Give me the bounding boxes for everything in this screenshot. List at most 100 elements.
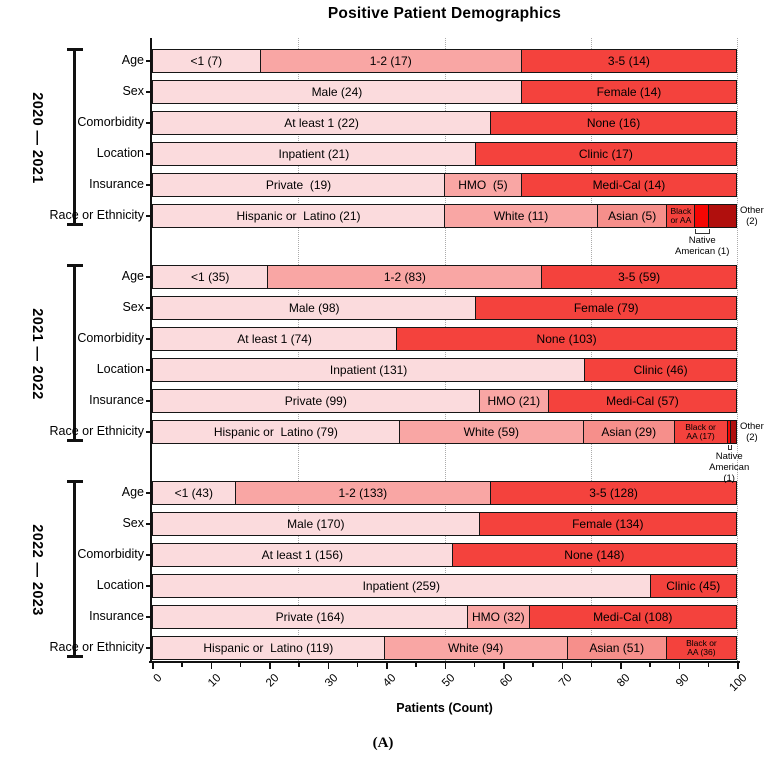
bar-segment	[709, 204, 737, 228]
row-axis-tick	[146, 400, 151, 402]
group-bracket-cap-top	[66, 48, 83, 51]
segment-label: Hispanic or Latino (79)	[213, 424, 338, 439]
segment-label: Female (134)	[572, 516, 644, 531]
row-axis-tick	[146, 585, 151, 587]
bar-segment: 3-5 (14)	[521, 49, 737, 73]
segment-label: None (148)	[564, 547, 625, 562]
segment-label: Black or AA (36)	[686, 638, 717, 657]
x-tick-40	[386, 663, 388, 669]
bar-segment: At least 1 (156)	[153, 543, 453, 567]
stacked-bar-age: <1 (7) 1-2 (17) 3-5 (14)	[152, 49, 737, 73]
bar-segment	[727, 420, 731, 444]
x-tick-50	[444, 663, 446, 669]
segment-label: <1 (35)	[191, 269, 230, 284]
segment-label: Inpatient (131)	[329, 362, 408, 377]
group-bracket	[73, 264, 76, 442]
group-bracket	[73, 480, 76, 658]
bar-segment: White (11)	[445, 204, 598, 228]
x-tick-label-0: 0	[151, 672, 165, 686]
stacked-bar-location: Inpatient (131) Clinic (46)	[152, 358, 737, 382]
group-bracket-cap-bottom	[66, 223, 83, 226]
segment-label: Female (14)	[596, 84, 662, 99]
bar-segment: Medi-Cal (57)	[548, 389, 737, 413]
segment-label: HMO (32)	[471, 609, 525, 624]
segment-label: 3-5 (59)	[618, 269, 661, 284]
bar-segment: Clinic (45)	[650, 574, 737, 598]
x-tick-10	[210, 663, 212, 669]
callout-bracket	[695, 229, 711, 234]
row-label-comorbidity: Comorbidity	[77, 115, 144, 129]
bar-segment	[695, 204, 710, 228]
x-minor-tick-25	[298, 663, 300, 667]
bar-segment: Female (14)	[521, 80, 737, 104]
stacked-bar-race-or-ethnicity: Hispanic or Latino (79) White (59) Asian (…	[152, 420, 737, 444]
group-bracket-cap-bottom	[66, 439, 83, 442]
bar-segment: At least 1 (22)	[153, 111, 492, 135]
stacked-bar-location: Inpatient (259) Clinic (45)	[152, 574, 737, 598]
segment-label: Hispanic or Latino (21)	[236, 208, 361, 223]
stacked-bar-comorbidity: At least 1 (22) None (16)	[152, 111, 737, 135]
bar-segment: Inpatient (131)	[153, 358, 586, 382]
bar-segment: None (148)	[452, 543, 737, 567]
x-tick-label-10: 10	[205, 672, 223, 690]
row-label-sex: Sex	[122, 300, 144, 314]
row-label-race-or-ethnicity: Race or Ethnicity	[49, 208, 144, 222]
chart-title: Positive Patient Demographics	[327, 5, 562, 22]
x-minor-tick-85	[649, 663, 651, 667]
segment-label: None (16)	[586, 115, 641, 130]
segment-label: Male (98)	[288, 300, 340, 315]
x-tick-60	[503, 663, 505, 669]
bar-segment: Asian (29)	[583, 420, 675, 444]
segment-label: Inpatient (21)	[278, 146, 350, 161]
bar-segment: Private (99)	[153, 389, 480, 413]
bar-segment: HMO (32)	[468, 605, 530, 629]
segment-label: Private (99)	[284, 393, 347, 408]
bar-segment	[730, 420, 737, 444]
segment-label: <1 (7)	[190, 53, 223, 68]
bar-segment: Male (170)	[153, 512, 480, 536]
right-segment-label: Other (2)	[740, 205, 764, 228]
x-minor-tick-65	[532, 663, 534, 667]
group-bracket-cap-bottom	[66, 655, 83, 658]
group-bracket	[73, 48, 76, 226]
row-axis-tick	[146, 647, 151, 649]
bar-segment: Asian (5)	[597, 204, 668, 228]
x-tick-label-40: 40	[380, 672, 399, 690]
stacked-bar-race-or-ethnicity: Hispanic or Latino (119) White (94) Asian …	[152, 636, 737, 660]
stacked-bar-sex: Male (24) Female (14)	[152, 80, 737, 104]
stacked-bar-insurance: Private (19) HMO (5) Medi-Cal (14)	[152, 173, 737, 197]
right-segment-label: Other (2)	[740, 421, 764, 444]
row-label-comorbidity: Comorbidity	[77, 547, 144, 561]
row-axis-tick	[146, 276, 151, 278]
stacked-bar-insurance: Private (99) HMO (21) Medi-Cal (57)	[152, 389, 737, 413]
x-tick-100	[737, 663, 739, 669]
segment-label: At least 1 (156)	[261, 547, 344, 562]
row-axis-tick	[146, 554, 151, 556]
stacked-bar-insurance: Private (164) HMO (32) Medi-Cal (108)	[152, 605, 737, 629]
bar-segment: Hispanic or Latino (21)	[153, 204, 445, 228]
row-label-age: Age	[121, 485, 144, 499]
row-axis-tick	[146, 215, 151, 217]
bar-segment: <1 (43)	[153, 481, 236, 505]
bar-segment: <1 (7)	[153, 49, 261, 73]
row-axis-tick	[146, 122, 151, 124]
segment-label: Inpatient (259)	[362, 578, 440, 593]
segment-label: Clinic (17)	[578, 146, 633, 161]
stacked-bar-sex: Male (98) Female (79)	[152, 296, 737, 320]
segment-label: 1-2 (17)	[369, 53, 412, 68]
segment-label: Asian (51)	[589, 640, 645, 655]
x-tick-label-100: 100	[727, 672, 750, 695]
bar-segment: Black or AA	[667, 204, 696, 228]
x-minor-tick-5	[181, 663, 183, 667]
bar-segment: Male (24)	[153, 80, 522, 104]
gridline-100	[737, 38, 738, 661]
below-segment-label: Native American (1)	[674, 235, 730, 258]
segment-label: Clinic (46)	[633, 362, 688, 377]
bar-segment: <1 (35)	[153, 265, 269, 289]
x-tick-70	[561, 663, 563, 669]
x-tick-label-50: 50	[439, 672, 457, 690]
bar-segment: White (59)	[399, 420, 584, 444]
row-label-race-or-ethnicity: Race or Ethnicity	[49, 640, 144, 654]
bar-segment: Female (134)	[479, 512, 737, 536]
